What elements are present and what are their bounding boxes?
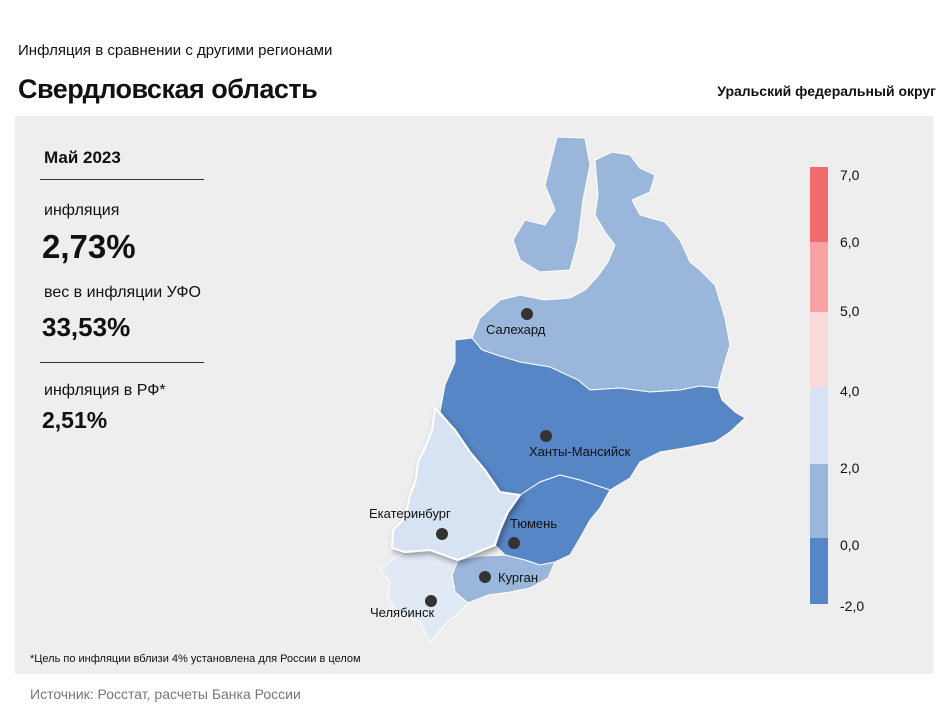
legend-tick-2: 2,0	[840, 460, 860, 476]
legend-bin-0-2	[810, 464, 828, 538]
city-dot-salekhard	[521, 308, 533, 320]
legend-bin-2-4	[810, 387, 828, 464]
city-label-chelyabinsk: Челябинск	[370, 605, 434, 620]
divider-top	[40, 179, 204, 180]
period-label: Май 2023	[44, 148, 121, 167]
legend-tick-neg2: -2,0	[840, 598, 865, 614]
weight-label: вес в инфляции УФО	[44, 284, 201, 301]
chart-subtitle: Инфляция в сравнении с другими регионами	[18, 42, 333, 59]
legend-bin-4-5	[810, 312, 828, 387]
city-label-kurgan: Курган	[498, 570, 538, 585]
region-chelyabinsk	[379, 549, 469, 643]
legend-bin-neg2-0	[810, 538, 828, 604]
city-label-ekaterinburg: Екатеринбург	[369, 506, 451, 521]
city-label-khanty: Ханты-Мансийск	[529, 444, 631, 459]
legend-bin-6-7	[810, 167, 828, 242]
rf-inflation-value: 2,51%	[42, 407, 108, 433]
city-label-tyumen: Тюмень	[510, 516, 557, 531]
legend-tick-4: 4,0	[840, 383, 860, 399]
legend-tick-7: 7,0	[840, 167, 860, 183]
city-label-salekhard: Салехард	[486, 322, 546, 337]
region-sverdlovsk	[390, 405, 522, 562]
legend-tick-6: 6,0	[840, 234, 860, 250]
region-yamal	[471, 136, 731, 393]
city-dot-tyumen	[508, 537, 520, 549]
inflation-value: 2,73%	[42, 228, 136, 265]
city-dot-ekaterinburg	[436, 528, 448, 540]
footnote: *Цель по инфляции вблизи 4% установлена …	[30, 653, 361, 665]
inflation-label: инфляция	[44, 202, 120, 219]
city-dot-kurgan	[479, 571, 491, 583]
rf-inflation-label: инфляция в РФ*	[44, 382, 166, 399]
weight-value: 33,53%	[42, 312, 131, 342]
source-note: Источник: Росстат, расчеты Банка России	[30, 686, 301, 702]
city-dot-khanty	[540, 430, 552, 442]
region-title: Свердловская область	[18, 74, 318, 104]
legend-bin-5-6	[810, 242, 828, 312]
divider-bottom	[40, 362, 204, 363]
city-dot-chelyabinsk	[425, 595, 437, 607]
legend-tick-5: 5,0	[840, 303, 860, 319]
federal-district-label: Уральский федеральный округ	[717, 83, 936, 99]
legend-tick-0: 0,0	[840, 537, 860, 553]
